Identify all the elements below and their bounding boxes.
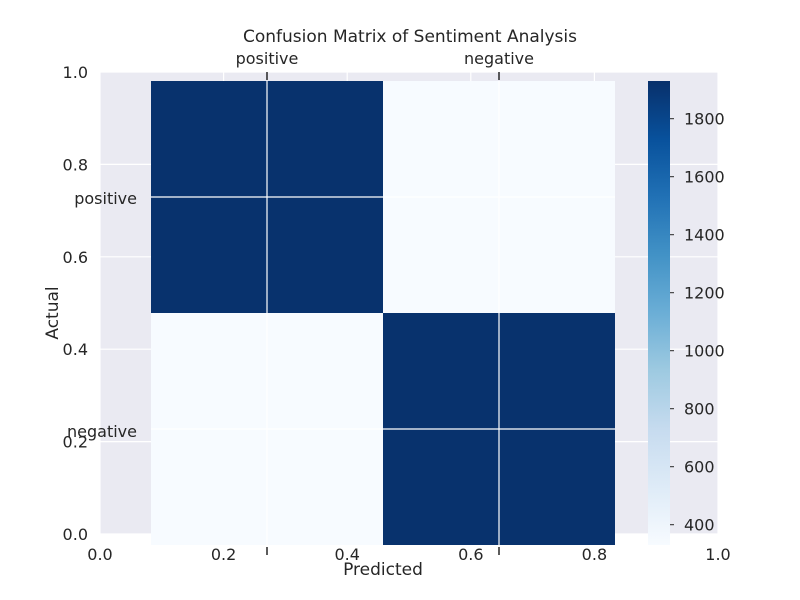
- colorbar-tick-label: 800: [684, 400, 715, 419]
- colorbar-tick-label: 1200: [684, 284, 725, 303]
- x-tick-label: 0.0: [87, 545, 112, 564]
- colorbar-tick-label: 400: [684, 516, 715, 535]
- colorbar-tick-label: 1600: [684, 168, 725, 187]
- row-label-positive: positive: [74, 189, 137, 208]
- y-tick-label: 1.0: [63, 63, 88, 82]
- colorbar-gradient: [648, 81, 670, 545]
- y-tick-label: 0.2: [63, 433, 88, 452]
- colorbar-tick-label: 1400: [684, 226, 725, 245]
- category-tick-marks: [266, 72, 500, 555]
- y-axis-label: Actual: [43, 286, 63, 339]
- col-label-negative: negative: [464, 49, 534, 68]
- colorbar-tick-label: 1000: [684, 342, 725, 361]
- col-label-positive: positive: [236, 49, 299, 68]
- colorbar: 400 600 800 1000 1200 1400 1600 1800: [648, 81, 725, 545]
- x-axis-label: Predicted: [343, 560, 423, 580]
- y-tick-label: 0.6: [63, 248, 88, 267]
- heatmap-grid-lines: [151, 81, 615, 545]
- x-tick-label: 0.4: [334, 545, 359, 564]
- heatmap-cells: [151, 81, 615, 545]
- x-tick-label: 0.8: [582, 545, 607, 564]
- x-tick-label: 1.0: [705, 545, 730, 564]
- y-tick-label: 0.4: [63, 340, 88, 359]
- y-tick-label: 0.8: [63, 155, 88, 174]
- chart-labels: Confusion Matrix of Sentiment Analysis P…: [43, 27, 577, 580]
- y-tick-label: 0.0: [63, 525, 88, 544]
- x-tick-label: 0.2: [211, 545, 236, 564]
- colorbar-tick-label: 1800: [684, 110, 725, 129]
- chart-title: Confusion Matrix of Sentiment Analysis: [243, 27, 577, 47]
- x-tick-label: 0.6: [458, 545, 483, 564]
- row-label-negative: negative: [67, 422, 137, 441]
- colorbar-tick-label: 600: [684, 458, 715, 477]
